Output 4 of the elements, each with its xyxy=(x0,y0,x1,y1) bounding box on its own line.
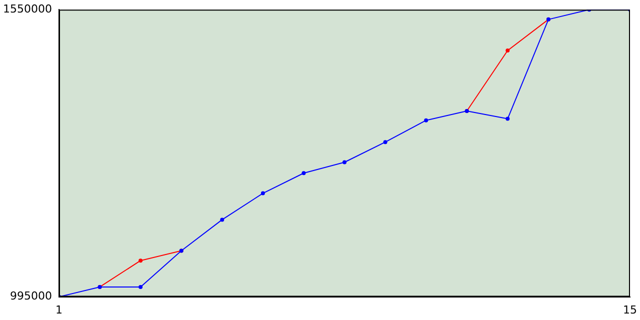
y-tick-label: 995000 xyxy=(10,290,52,303)
y-tick-label: 1550000 xyxy=(2,2,52,16)
x-tick-label: 1 xyxy=(55,303,62,316)
x-tick-label: 15 xyxy=(623,303,637,316)
